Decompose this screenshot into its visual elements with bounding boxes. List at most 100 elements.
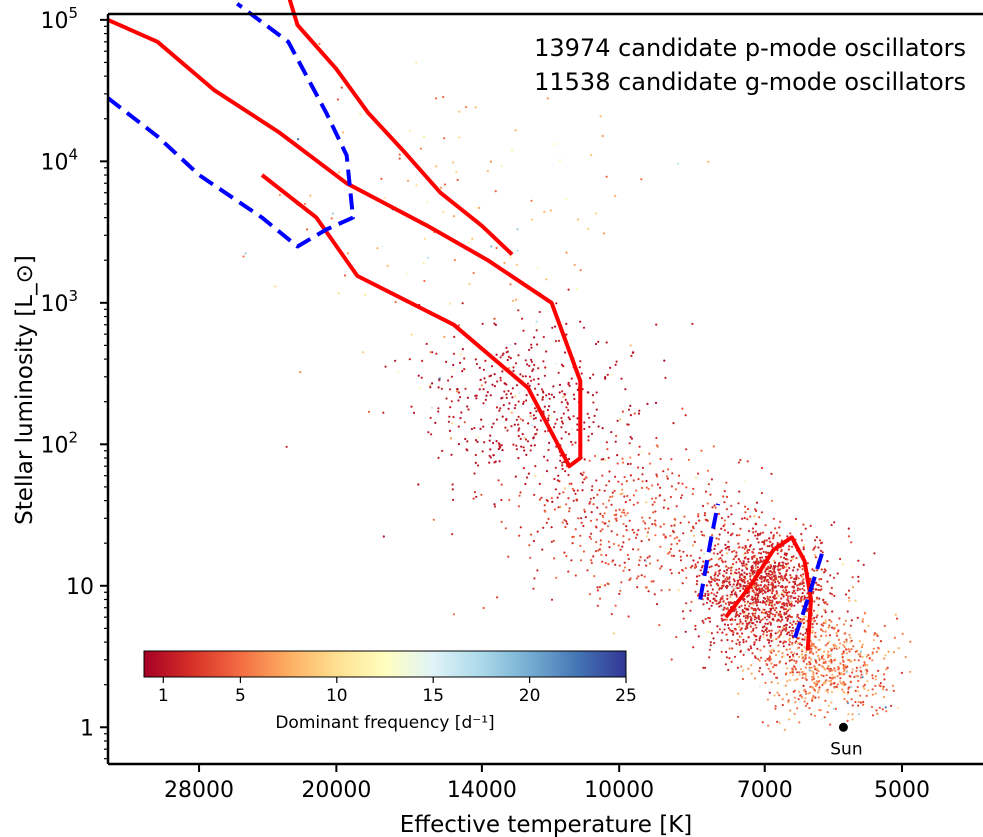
scatter-point xyxy=(548,405,551,408)
scatter-point xyxy=(789,559,793,562)
annotation-g-mode: 11538 candidate g-mode oscillators xyxy=(534,68,966,96)
scatter-point xyxy=(544,430,547,433)
scatter-point xyxy=(750,630,753,634)
scatter-point xyxy=(811,678,814,681)
scatter-point xyxy=(812,671,815,674)
scatter-point xyxy=(874,692,877,695)
scatter-point xyxy=(751,614,755,617)
scatter-point xyxy=(759,601,762,604)
scatter-point xyxy=(795,570,799,573)
scatter-point xyxy=(565,406,568,409)
scatter-point xyxy=(626,553,630,557)
scatter-point xyxy=(822,598,825,602)
scatter-point xyxy=(866,680,869,683)
scatter-point xyxy=(452,352,456,355)
scatter-point xyxy=(525,394,528,397)
scatter-point xyxy=(689,554,693,557)
scatter-point xyxy=(755,584,758,587)
scatter-point xyxy=(715,595,718,598)
scatter-point xyxy=(850,686,853,689)
scatter-point xyxy=(547,414,550,417)
scatter-point xyxy=(768,621,771,624)
scatter-point xyxy=(892,651,896,654)
scatter-point xyxy=(755,616,758,620)
scatter-point xyxy=(813,714,817,717)
scatter-point xyxy=(831,669,834,672)
scatter-point xyxy=(824,611,827,614)
scatter-point xyxy=(797,599,800,602)
scatter-point xyxy=(708,620,712,623)
scatter-point xyxy=(649,462,652,465)
scatter-point xyxy=(623,495,626,498)
scatter-point xyxy=(489,434,492,437)
scatter-point xyxy=(742,638,745,641)
scatter-point xyxy=(518,534,521,537)
scatter-point xyxy=(793,659,796,662)
scatter-point xyxy=(743,564,746,567)
scatter-point xyxy=(583,478,586,481)
scatter-point xyxy=(785,610,788,613)
scatter-point xyxy=(895,617,899,620)
scatter-point xyxy=(564,398,567,401)
scatter-point xyxy=(770,601,774,604)
scatter-point xyxy=(621,457,624,460)
scatter-point xyxy=(847,691,850,694)
scatter-point xyxy=(654,534,657,537)
scatter-point xyxy=(417,374,420,377)
scatter-point xyxy=(506,429,509,432)
scatter-point xyxy=(828,618,831,622)
scatter-point xyxy=(568,482,571,485)
scatter-point xyxy=(730,504,733,507)
scatter-point xyxy=(799,600,802,603)
scatter-point xyxy=(418,387,421,390)
scatter-point xyxy=(736,638,739,642)
scatter-point xyxy=(767,601,770,604)
scatter-point xyxy=(697,513,700,516)
scatter-point xyxy=(541,396,545,399)
scatter-point xyxy=(561,521,564,524)
scatter-point xyxy=(588,593,592,596)
scatter-point xyxy=(757,607,760,610)
scatter-point xyxy=(670,658,673,661)
scatter-point xyxy=(871,714,875,717)
scatter-point xyxy=(456,390,459,393)
scatter-point xyxy=(684,567,687,570)
scatter-point xyxy=(435,165,438,168)
scatter-point xyxy=(815,569,819,572)
scatter-point xyxy=(735,551,738,554)
scatter-point xyxy=(451,533,454,536)
scatter-point xyxy=(752,603,755,606)
scatter-point xyxy=(529,556,532,559)
scatter-point xyxy=(731,563,735,566)
scatter-point xyxy=(666,503,669,506)
scatter-point xyxy=(824,619,827,622)
scatter-point xyxy=(802,693,805,696)
scatter-point xyxy=(741,564,744,567)
scatter-point xyxy=(801,582,804,585)
scatter-point xyxy=(829,679,833,682)
scatter-point xyxy=(726,566,729,569)
scatter-point xyxy=(785,591,788,594)
scatter-point xyxy=(818,539,822,542)
scatter-point xyxy=(640,450,643,453)
scatter-point xyxy=(822,661,825,664)
scatter-point xyxy=(757,592,761,595)
scatter-point xyxy=(459,417,462,420)
scatter-point xyxy=(750,606,753,610)
scatter-point xyxy=(804,615,807,618)
scatter-point xyxy=(783,591,786,594)
scatter-point xyxy=(431,351,434,354)
scatter-point xyxy=(821,683,824,687)
scatter-point xyxy=(785,626,788,629)
scatter-point xyxy=(728,580,731,584)
scatter-point xyxy=(770,649,773,652)
scatter-point xyxy=(717,558,720,561)
scatter-point xyxy=(588,459,591,462)
scatter-point xyxy=(651,523,654,526)
scatter-point xyxy=(747,560,750,563)
scatter-point xyxy=(633,412,636,415)
scatter-point xyxy=(784,673,788,676)
scatter-point xyxy=(407,179,410,182)
scatter-point xyxy=(621,410,625,413)
scatter-point xyxy=(747,667,750,670)
